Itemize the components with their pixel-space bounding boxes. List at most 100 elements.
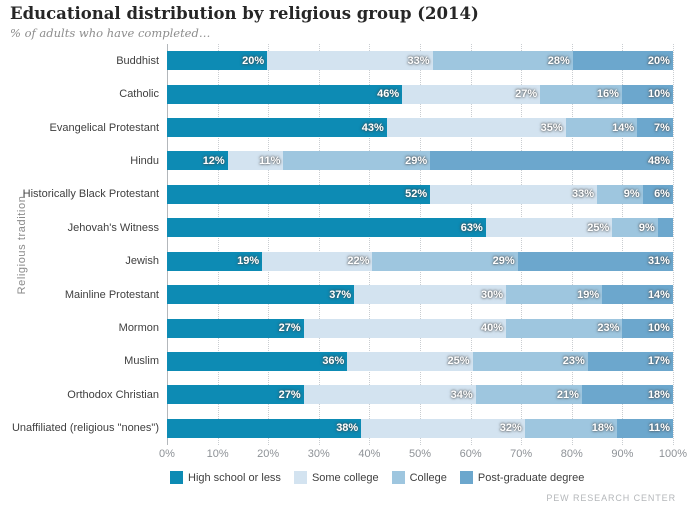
x-tick-label: 60% (459, 448, 482, 460)
bar-value-label: 11% (648, 422, 670, 435)
bar-value-label: 14% (647, 288, 670, 301)
bar-segment: 19% (167, 251, 263, 271)
bar-segment: 9% (612, 218, 658, 238)
chart-subtitle: % of adults who have completed… (10, 26, 211, 40)
bar-value-label: 27% (515, 88, 538, 101)
category-label: Muslim (124, 355, 159, 368)
bar-value-label: 33% (407, 54, 430, 67)
gridline (268, 44, 270, 445)
bar-segment: 63% (167, 218, 486, 238)
bar-value-label: 63% (460, 221, 483, 234)
bar-value-label: 9% (638, 221, 655, 234)
bar-value-label: 21% (556, 388, 579, 401)
gridline (217, 44, 219, 445)
gridlines (167, 44, 674, 445)
category-label: Unaffiliated (religious "nones") (11, 422, 159, 435)
x-tick-label: 0% (159, 448, 175, 460)
bar-segment: 33% (430, 184, 598, 204)
chart-row: Mormon 27% 40% 23% 10% (0, 311, 673, 344)
bar-value-label: 17% (647, 355, 670, 368)
bar-segment: 35% (386, 118, 566, 138)
bar-segment: 36% (167, 351, 348, 371)
bar-segment: 14% (565, 118, 638, 138)
bar-value-label: 18% (591, 422, 614, 435)
category-label: Catholic (119, 88, 159, 101)
bar-value-label: 31% (647, 255, 670, 268)
bar-value-label: 27% (278, 388, 301, 401)
bar-segment: 48% (430, 151, 673, 171)
bar-segment: 28% (432, 51, 573, 71)
chart-row: Jehovah's Witness 63% 25% 9% (0, 211, 673, 244)
gridline (521, 44, 523, 445)
bar-segment: 25% (485, 218, 613, 238)
legend-item: College (391, 471, 447, 484)
x-tick-label: 40% (358, 448, 381, 460)
chart-row: Hindu 12% 11% 29% 48% (0, 144, 673, 177)
bar-segment: 23% (472, 351, 588, 371)
gridline (420, 44, 421, 445)
bar-value-label: 16% (596, 88, 619, 101)
bar-segment: 33% (267, 51, 433, 71)
bar-segment: 30% (354, 285, 507, 305)
x-tick-label: 80% (560, 448, 583, 460)
chart-row: Unaffiliated (religious "nones") 38% 32% 18… (0, 412, 673, 445)
category-label: Mormon (118, 322, 159, 335)
gridline (622, 44, 624, 445)
bar-segment: 43% (167, 118, 387, 138)
chart-row: Evangelical Protestant 43% 35% 14% 7% (0, 111, 673, 144)
bar-segment: 46% (167, 84, 403, 104)
legend-swatch (391, 471, 405, 484)
stacked-bar: 27% 40% 23% 10% (167, 318, 673, 338)
bar-value-label: 10% (647, 88, 670, 101)
bar-segment: 21% (475, 385, 582, 405)
gridline (571, 44, 573, 445)
bar-segment: 31% (517, 251, 673, 271)
bar-value-label: 30% (480, 288, 504, 301)
bar-segment: 11% (227, 151, 284, 171)
legend-label: Some college (311, 471, 379, 484)
legend: High school or less Some college College Po… (170, 471, 676, 484)
bar-value-label: 35% (540, 121, 563, 134)
stacked-bar: 12% 11% 29% 48% (167, 151, 673, 171)
bar-value-label: 6% (654, 188, 670, 201)
bar-value-label: 32% (499, 422, 522, 435)
chart-row: Catholic 46% 27% 16% 10% (0, 77, 673, 110)
bar-segment: 29% (372, 251, 518, 271)
bar-segment: 27% (167, 385, 304, 405)
legend-swatch (170, 471, 183, 484)
stacked-bar: 38% 32% 18% 11% (167, 418, 673, 438)
bar-segment: 7% (637, 118, 673, 138)
bar-value-label: 23% (562, 355, 585, 368)
bar-segment: 25% (347, 351, 473, 371)
bar-segment: 18% (581, 385, 673, 405)
x-axis: 0% 10% 20% 30% 40% 50% 60% 70% 80% 90% 100% (159, 448, 687, 462)
bar-segment (657, 218, 673, 238)
stacked-bar: 43% 35% 14% 7% (167, 118, 673, 138)
stacked-bar: 37% 30% 19% 14% (167, 285, 673, 305)
bar-segment: 29% (283, 151, 431, 171)
stacked-bar: 27% 34% 21% 18% (167, 385, 673, 405)
bar-segment: 34% (303, 385, 476, 405)
bar-segment: 38% (167, 418, 362, 438)
legend-item: High school or less (170, 471, 281, 484)
bar-value-label: 10% (647, 322, 670, 335)
gridline (318, 44, 320, 445)
bar-segment: 9% (597, 184, 643, 204)
gridline (470, 44, 472, 445)
x-tick-label: 100% (658, 448, 688, 460)
bar-segment: 11% (616, 418, 673, 438)
category-label: Hindu (130, 154, 159, 167)
y-axis-line (167, 44, 168, 445)
bar-value-label: 25% (447, 355, 470, 368)
category-label: Mainline Protestant (64, 288, 159, 301)
stacked-bar: 19% 22% 29% 31% (167, 251, 673, 271)
bar-value-label: 22% (347, 255, 370, 268)
chart-row: Muslim 36% 25% 23% 17% (0, 345, 673, 378)
bar-segment: 6% (642, 184, 673, 204)
category-label: Orthodox Christian (67, 388, 159, 401)
legend-label: High school or less (188, 471, 281, 484)
bar-value-label: 34% (450, 388, 473, 401)
chart-row: Jewish 19% 22% 29% 31% (0, 245, 673, 278)
bar-segment: 20% (167, 51, 268, 71)
bar-value-label: 29% (492, 255, 515, 268)
